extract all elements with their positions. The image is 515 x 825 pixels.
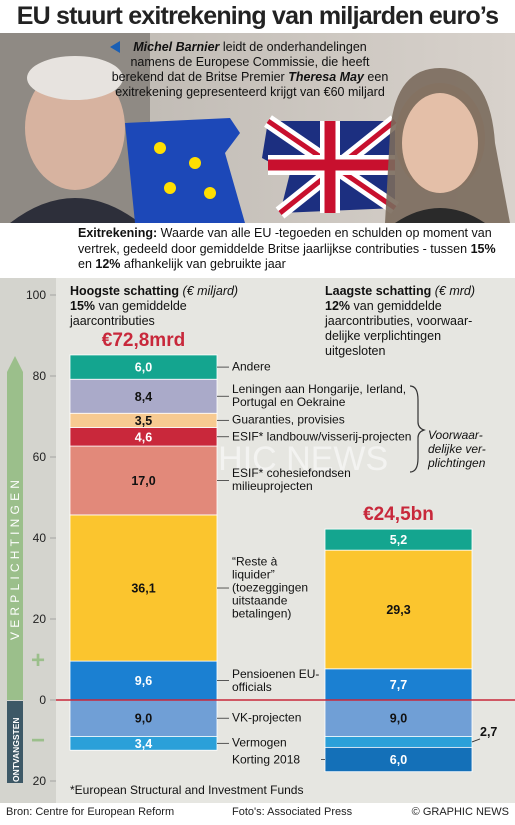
- y-tick-label: 60: [33, 450, 47, 464]
- bar-segment: [324, 746, 473, 773]
- value-label: 9,0: [390, 712, 407, 726]
- axis-label-positive: VERPLICHTINGEN: [8, 476, 22, 640]
- intro: Michel Barnier leidt de onderhandelingen…: [110, 40, 390, 100]
- intro-text: leidt de onderhandelingen namens de Euro…: [111, 40, 370, 84]
- segment-label: Pensioenen EU-officials: [232, 666, 320, 694]
- y-tick-label: 20: [33, 612, 47, 626]
- photo-area: [0, 33, 515, 223]
- unit: (€ miljard): [182, 284, 239, 298]
- intro-name: Michel Barnier: [133, 40, 220, 54]
- bar-heading: Laagste schatting (€ mrd) 12% van gemidde…: [325, 284, 495, 359]
- chart-svg: GRAPHIC NEWS10080604020020VERPLICHTINGEN…: [0, 278, 515, 803]
- segment-label: Andere: [232, 359, 271, 374]
- value-label: 3,4: [135, 737, 152, 751]
- definition-part: 15%: [470, 241, 496, 256]
- intro-name: Theresa May: [288, 70, 364, 84]
- y-tick-label: 100: [26, 288, 46, 302]
- bar-segment: [324, 736, 473, 748]
- leader-line: [471, 738, 481, 743]
- annotation-brace: [409, 385, 426, 473]
- bar-segment: [69, 445, 218, 516]
- value-label: 5,2: [390, 533, 407, 547]
- pct: 15%: [70, 299, 96, 313]
- value-label: 3,5: [135, 414, 152, 428]
- value-label: 6,0: [135, 361, 152, 375]
- credit: Foto's: Associated Press: [232, 806, 353, 818]
- y-tick-label: 0: [39, 693, 46, 707]
- total-label: €24,5bn: [363, 504, 434, 525]
- value-label: 9,6: [135, 674, 152, 688]
- total-label: €72,8mrd: [102, 330, 185, 351]
- value-label: 7,7: [390, 678, 407, 692]
- definition-part: Waarde van alle EU -tegoeden en schulden…: [78, 226, 492, 256]
- value-label: 2,7: [480, 725, 497, 739]
- axis-label-negative: ONTVANGSTEN: [11, 717, 21, 782]
- positive-arrow: [7, 356, 23, 700]
- heading: Hoogste schatting: [70, 284, 180, 298]
- definition-part: en: [78, 257, 96, 271]
- axis-plus: +: [31, 647, 45, 674]
- footnote: *European Structural and Investment Fund…: [70, 783, 304, 797]
- subtext: van gemiddelde jaarcontributies: [70, 299, 187, 328]
- definition: Exitrekening: Waarde van alle EU -tegoed…: [78, 226, 508, 273]
- pct: 12%: [325, 299, 351, 313]
- value-label: 4,6: [135, 430, 152, 444]
- value-label: 29,3: [386, 603, 410, 617]
- footer: Bron: Centre for European Reform Foto's:…: [0, 803, 515, 825]
- bar-segment: [69, 378, 218, 414]
- segment-label: VK-projecten: [232, 710, 302, 725]
- bar-segment: [324, 668, 473, 701]
- unit: (€ mrd): [434, 284, 476, 298]
- intro-text: een exitrekening gepresenteerd krijgt va…: [115, 70, 389, 99]
- segment-label: ESIF* cohesiefondsen milieuprojecten: [232, 466, 351, 494]
- value-label: 17,0: [131, 474, 155, 488]
- definition-part: Exitrekening:: [78, 226, 158, 240]
- source: Bron: Centre for European Reform: [6, 806, 175, 818]
- value-label: 8,4: [135, 390, 152, 404]
- title: EU stuurt exitrekening van miljarden eur…: [16, 2, 499, 30]
- axis-minus: −: [31, 727, 45, 754]
- y-tick-label: 40: [33, 531, 47, 545]
- value-label: 36,1: [131, 582, 155, 596]
- bar-segment: [69, 514, 218, 662]
- chart: GRAPHIC NEWS 100 80 60 40 20 0 20 VERPLICHTINGEN…: [0, 278, 515, 803]
- y-tick-label: 80: [33, 369, 47, 383]
- segment-label: Leningen aan Hongarije, Ierland, Portuga…: [232, 382, 407, 410]
- segment-label: “Reste à liquider” (toezeggingen uitstaa…: [232, 554, 309, 621]
- bar-segment: [324, 528, 473, 551]
- definition-part: afhankelijk van gebruikte jaar: [120, 257, 286, 271]
- copyright: © GRAPHIC NEWS: [411, 806, 509, 818]
- segment-label: ESIF* landbouw/visserij-projecten: [232, 429, 412, 444]
- definition-part: 12%: [95, 257, 121, 271]
- y-tick-label: 20: [33, 774, 47, 788]
- bar-segment: [69, 354, 218, 380]
- segment-label: Guaranties, provisies: [232, 412, 345, 427]
- heading: Laagste schatting: [325, 284, 432, 298]
- value-label: 6,0: [390, 753, 407, 767]
- segment-label: Korting 2018: [232, 752, 301, 767]
- negative-strip: [7, 701, 23, 783]
- bar-segment: [324, 699, 473, 737]
- subtext: van gemiddelde jaarcontributies, voorwaa…: [325, 299, 473, 358]
- annotation: Voorwaar-delijke ver-plichtingen: [428, 428, 486, 470]
- value-label: 9,0: [135, 712, 152, 726]
- bar-heading: Hoogste schatting (€ miljard) 15% van gem…: [70, 284, 240, 329]
- bar-segment: [324, 549, 473, 670]
- segment-label: Vermogen: [232, 735, 287, 750]
